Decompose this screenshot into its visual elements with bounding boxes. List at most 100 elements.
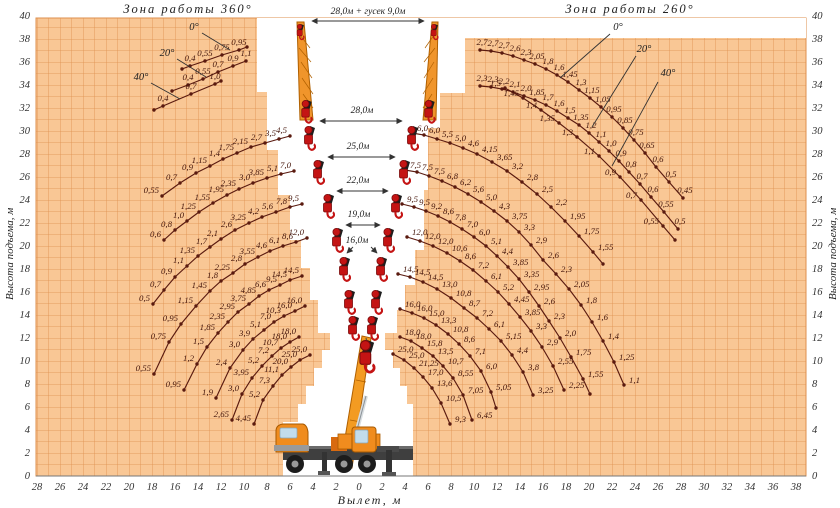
boom-length-label: 22,0м (347, 176, 370, 186)
axis-tick-label: 22 (812, 218, 823, 229)
load-value-label: 9,3 (455, 414, 467, 424)
curve-point (240, 392, 244, 396)
truck-crane (36, 335, 806, 477)
load-value-label: 25,0 (398, 344, 414, 354)
boom-length-dim: 19,0м (345, 210, 381, 229)
axis-tick-label: 40 (812, 11, 823, 22)
load-value-label: 1,25 (619, 352, 635, 362)
curve-point (243, 262, 247, 266)
curve-point (434, 323, 438, 327)
curve-point (577, 123, 581, 127)
axis-tick-label: 10 (812, 356, 823, 367)
curve-point (410, 311, 414, 315)
load-value-label: 13,5 (438, 346, 454, 356)
axis-tick-label: 30 (19, 126, 31, 137)
load-value-label: 1,2 (586, 120, 598, 130)
axis-tick-label: 38 (811, 34, 823, 45)
curve-point (529, 329, 533, 333)
load-value-label: 2,1 (207, 228, 218, 238)
load-value-label: 5,1 (267, 163, 278, 173)
load-value-label: 0,7 (213, 59, 225, 69)
load-value-label: 0,8 (161, 219, 173, 229)
load-value-label: 0,75 (214, 42, 230, 52)
load-value-label: 1,9 (202, 387, 214, 397)
load-value-label: 4,3 (499, 201, 511, 211)
load-value-label: 0,9 (616, 148, 628, 158)
load-value-label: 1,6 (554, 62, 566, 72)
load-value-label: 6,0 (486, 361, 498, 371)
load-value-label: 14,5 (428, 272, 444, 282)
load-value-label: 1,75 (576, 347, 592, 357)
curve-point (197, 210, 201, 214)
load-value-label: 0,95 (606, 104, 622, 114)
load-value-label: 7,1 (475, 346, 486, 356)
axis-tick-label: 22 (607, 482, 618, 493)
load-value-label: 0,7 (150, 279, 162, 289)
curve-point (471, 268, 475, 272)
load-value-label: 1,2 (183, 353, 195, 363)
load-value-label: 2,3 (554, 311, 566, 321)
curve-point (211, 201, 215, 205)
curve-point (152, 108, 156, 112)
curve-point (681, 196, 685, 200)
curve-point (496, 290, 500, 294)
load-value-label: 5,0 (486, 192, 498, 202)
curve-point (535, 192, 539, 196)
zone-right-title: Зона работы 260° (565, 2, 695, 16)
curve-point (221, 157, 225, 161)
load-value-label: 10,5 (446, 393, 462, 403)
load-value-label: 5,2 (248, 355, 260, 365)
jib-angle-leader-right: 0° (559, 22, 624, 79)
curve-point (533, 98, 537, 102)
curve-point (422, 133, 426, 137)
capacity-curve-L-28m: 4,53,52,72,151,751,41,150,9 0,7 0,55 (144, 125, 292, 198)
load-value-label: 3,85 (248, 167, 265, 177)
curve-point (271, 384, 275, 388)
curve-point (300, 202, 304, 206)
capacity-curve-L-aux3: 25,025,020,011,17,3 5,2 4,45 (236, 344, 312, 426)
load-value-label: 3,95 (233, 367, 250, 377)
load-value-label: 5,1 (491, 236, 502, 246)
curve-point (274, 210, 278, 214)
curve-point (521, 96, 525, 100)
axis-tick-label: 20 (124, 482, 135, 493)
capacity-curve-L-jib40: 0,40,71,0 (152, 71, 223, 112)
curve-point (203, 59, 207, 63)
curve-point (621, 126, 625, 130)
curve-point (540, 345, 544, 349)
curve-point (162, 238, 166, 242)
curve-point (272, 320, 276, 324)
load-value-label: 18,0 (416, 331, 432, 341)
load-value-label: 2,65 (214, 409, 230, 419)
bumper (274, 445, 309, 451)
curve-point (489, 390, 493, 394)
load-value-label: 1,1 (584, 146, 595, 156)
axis-tick-label: 12 (492, 482, 503, 493)
load-value-label: 2,2 (556, 197, 568, 207)
load-value-label: 3,25 (537, 385, 554, 395)
axis-tick-label: 26 (653, 482, 664, 493)
jib-tower-left (296, 21, 314, 121)
curve-point (506, 265, 510, 269)
curve-point (541, 258, 545, 262)
curve-point (160, 194, 164, 198)
boom-length-label: 28,0м + гусек 9,0м (331, 7, 406, 17)
load-value-label: 2,95 (220, 301, 236, 311)
load-value-label: 7,05 (468, 385, 484, 395)
load-value-label: 1,0 (606, 138, 618, 148)
curve-point (237, 187, 241, 191)
curve-point (216, 70, 220, 74)
load-value-label: 1,75 (584, 226, 600, 236)
curve-point (472, 235, 476, 239)
curve-point (205, 345, 209, 349)
curve-point (230, 418, 234, 422)
axis-tick-label: 32 (19, 103, 31, 114)
load-value-label: 5,15 (506, 331, 522, 341)
curve-point (208, 245, 212, 249)
curve-point (180, 67, 184, 71)
axis-tick-label: 8 (812, 379, 818, 390)
jib-angle-leader-right: 20° (591, 44, 652, 128)
curve-point (507, 302, 511, 306)
